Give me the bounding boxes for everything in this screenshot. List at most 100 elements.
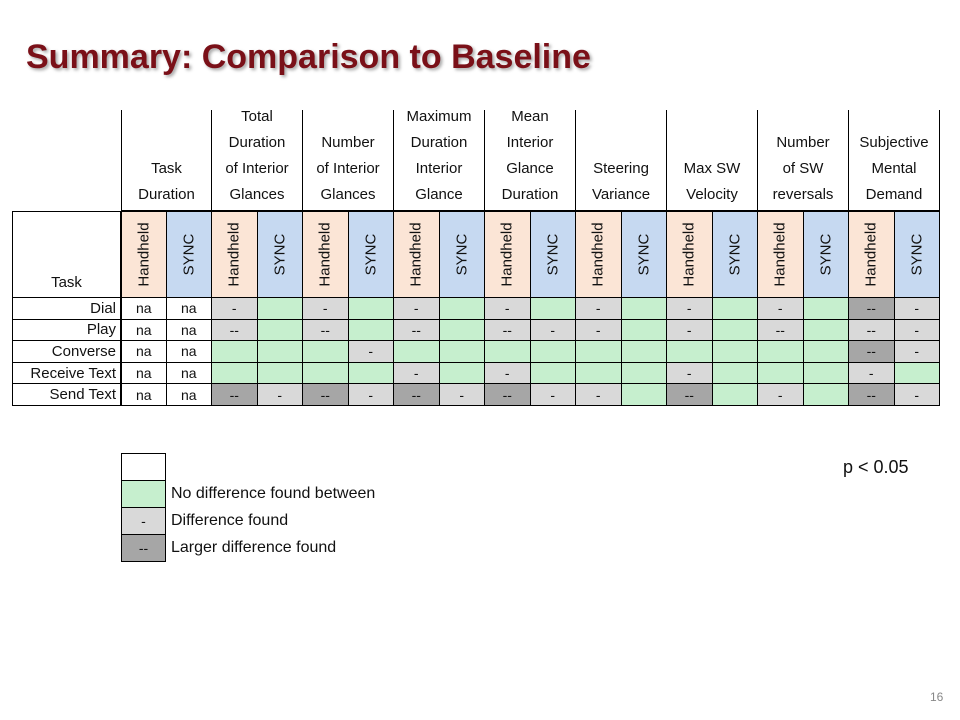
- result-cell: -: [530, 319, 576, 342]
- result-cell: --: [667, 384, 713, 406]
- result-cell: [530, 341, 576, 363]
- result-cell: -: [667, 319, 713, 342]
- handheld-subheader: Handheld: [849, 211, 895, 298]
- task-row-label: Send Text: [12, 384, 121, 406]
- legend-label: Difference found: [171, 512, 289, 529]
- task-row-label: Dial: [12, 298, 121, 320]
- result-cell: [758, 362, 804, 385]
- result-cell: na: [166, 319, 212, 342]
- result-cell: [621, 341, 667, 363]
- result-cell: na: [121, 384, 167, 406]
- result-cell: [439, 362, 485, 385]
- task-row-label: Receive Text: [12, 362, 121, 385]
- result-cell: --: [849, 319, 895, 342]
- metric-header: Maximum Duration Interior Glance: [394, 110, 485, 211]
- result-cell: na: [121, 298, 167, 320]
- metric-header: Task Duration: [121, 110, 212, 211]
- sync-subheader: SYNC: [894, 211, 940, 298]
- handheld-subheader: Handheld: [576, 211, 622, 298]
- result-cell: [712, 362, 758, 385]
- result-cell: --: [758, 319, 804, 342]
- result-cell: [803, 384, 849, 406]
- result-cell: [621, 384, 667, 406]
- result-cell: [439, 298, 485, 320]
- result-cell: [212, 362, 258, 385]
- result-cell: -: [758, 298, 804, 320]
- result-cell: [485, 341, 531, 363]
- result-cell: na: [121, 319, 167, 342]
- result-cell: --: [303, 384, 349, 406]
- legend-swatch: -: [121, 507, 166, 535]
- handheld-subheader: Handheld: [303, 211, 349, 298]
- result-cell: -: [348, 384, 394, 406]
- result-cell: [257, 362, 303, 385]
- result-cell: [758, 341, 804, 363]
- result-cell: -: [849, 362, 895, 385]
- result-cell: -: [576, 384, 622, 406]
- result-cell: -: [303, 298, 349, 320]
- result-cell: --: [394, 384, 440, 406]
- sync-subheader: SYNC: [166, 211, 212, 298]
- result-cell: [530, 362, 576, 385]
- sync-subheader: SYNC: [348, 211, 394, 298]
- slide-title: Summary: Comparison to Baseline: [26, 38, 591, 76]
- result-cell: [257, 298, 303, 320]
- result-cell: -: [576, 298, 622, 320]
- result-cell: --: [212, 384, 258, 406]
- result-cell: -: [894, 298, 940, 320]
- metric-header: Steering Variance: [576, 110, 667, 211]
- metric-header: Max SW Velocity: [667, 110, 758, 211]
- result-cell: na: [121, 362, 167, 385]
- metric-header: Mean Interior Glance Duration: [485, 110, 576, 211]
- result-cell: [894, 362, 940, 385]
- result-cell: [576, 341, 622, 363]
- sync-subheader: SYNC: [712, 211, 758, 298]
- result-cell: [621, 319, 667, 342]
- handheld-subheader: Handheld: [667, 211, 713, 298]
- result-cell: [303, 341, 349, 363]
- result-cell: --: [394, 319, 440, 342]
- result-cell: -: [667, 362, 713, 385]
- result-cell: --: [849, 341, 895, 363]
- result-cell: --: [485, 319, 531, 342]
- result-cell: [439, 319, 485, 342]
- result-cell: -: [348, 341, 394, 363]
- result-cell: -: [485, 362, 531, 385]
- legend-swatch: --: [121, 534, 166, 562]
- handheld-subheader: Handheld: [394, 211, 440, 298]
- result-cell: [803, 298, 849, 320]
- task-column-header: Task: [12, 211, 121, 298]
- result-cell: [257, 341, 303, 363]
- result-cell: [803, 319, 849, 342]
- task-row-label: Converse: [12, 341, 121, 363]
- result-cell: na: [166, 341, 212, 363]
- result-cell: [348, 362, 394, 385]
- handheld-subheader: Handheld: [121, 211, 167, 298]
- result-cell: -: [530, 384, 576, 406]
- result-cell: [803, 362, 849, 385]
- p-value-note: p < 0.05: [843, 457, 909, 477]
- result-cell: [803, 341, 849, 363]
- result-cell: --: [485, 384, 531, 406]
- result-cell: --: [849, 384, 895, 406]
- result-cell: na: [166, 384, 212, 406]
- result-cell: [530, 298, 576, 320]
- result-cell: na: [121, 341, 167, 363]
- sync-subheader: SYNC: [439, 211, 485, 298]
- result-cell: [621, 362, 667, 385]
- metric-header: Total Duration of Interior Glances: [212, 110, 303, 211]
- page-number: 16: [930, 690, 944, 704]
- result-cell: na: [166, 362, 212, 385]
- result-cell: [303, 362, 349, 385]
- result-cell: [712, 384, 758, 406]
- result-cell: -: [394, 362, 440, 385]
- sync-subheader: SYNC: [803, 211, 849, 298]
- result-cell: --: [849, 298, 895, 320]
- metric-header: Number of Interior Glances: [303, 110, 394, 211]
- metric-header: Subjective Mental Demand: [849, 110, 940, 211]
- result-cell: -: [212, 298, 258, 320]
- result-cell: [348, 319, 394, 342]
- sync-subheader: SYNC: [530, 211, 576, 298]
